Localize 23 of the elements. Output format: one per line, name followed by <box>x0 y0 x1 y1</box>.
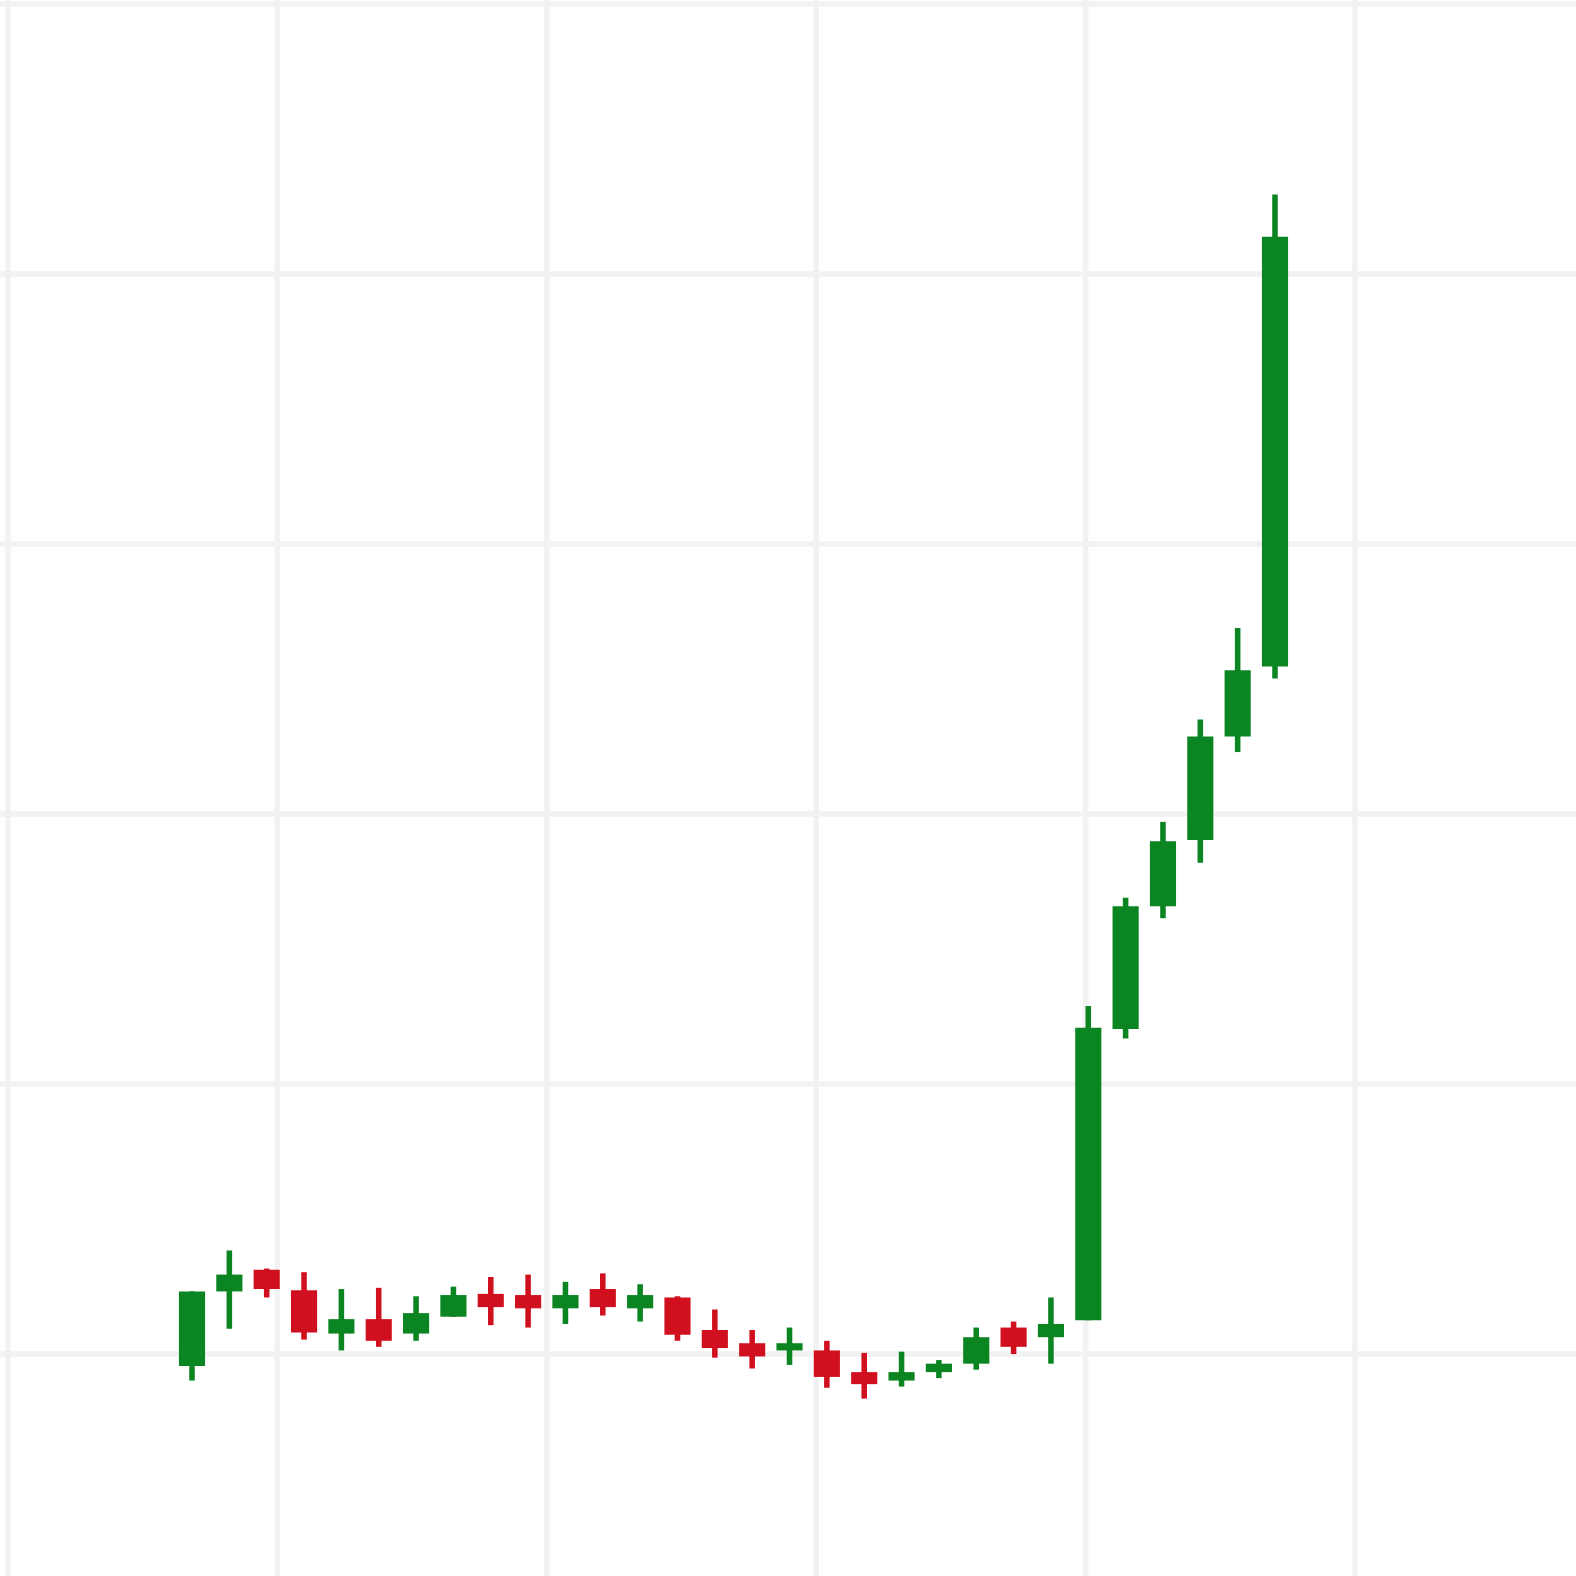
candlestick <box>515 1271 542 1331</box>
candlestick <box>552 1279 579 1327</box>
candlestick <box>664 1293 691 1344</box>
candlestick <box>851 1350 878 1402</box>
candlestick <box>589 1270 616 1319</box>
candlestick <box>477 1274 504 1328</box>
candlestick <box>365 1285 392 1350</box>
candlestick <box>739 1327 766 1372</box>
candlestick <box>888 1348 915 1390</box>
candlestick <box>1000 1318 1027 1357</box>
candlestick <box>776 1324 803 1368</box>
candlestick <box>290 1269 318 1343</box>
candlestick <box>701 1306 728 1361</box>
candlestick <box>925 1357 952 1381</box>
candlestick <box>1037 1294 1064 1367</box>
candlestick <box>963 1324 990 1373</box>
candlestick <box>627 1281 654 1325</box>
candlestick <box>403 1293 430 1344</box>
candlestick <box>253 1265 280 1301</box>
candlestick <box>328 1286 355 1354</box>
candlestick <box>440 1283 467 1320</box>
candlestick <box>813 1338 840 1391</box>
candlestick <box>216 1247 243 1332</box>
